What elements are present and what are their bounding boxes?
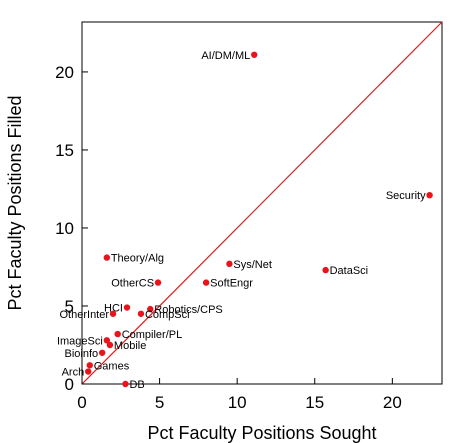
data-point-label: Security: [386, 190, 426, 202]
plot-area-frame: [81, 21, 443, 385]
x-tick-label: 0: [77, 393, 86, 412]
y-tick-label: 10: [55, 219, 74, 238]
data-point: [86, 362, 93, 369]
data-point: [103, 254, 111, 261]
y-axis-label: Pct Faculty Positions Filled: [5, 95, 25, 310]
data-point: [122, 380, 129, 388]
x-tick-label: 20: [383, 393, 402, 412]
y-tick-label: 15: [55, 141, 74, 160]
data-points: AI/DM/ML Security Theory/Alg Sys/Net DataSci…: [57, 50, 433, 391]
data-point-label: AI/DM/ML: [201, 50, 250, 62]
data-point-label: Arch: [62, 367, 85, 379]
data-point-label: Compiler/PL: [122, 329, 183, 341]
y-axis-ticks: 0 5 10 15 20: [55, 63, 88, 394]
data-point: [426, 191, 433, 199]
data-point-label: HCI: [104, 303, 123, 315]
data-point-label: CompSci: [145, 309, 190, 321]
data-point-label: OtherInter: [60, 309, 110, 321]
data-point: [154, 279, 162, 286]
data-point-label: OtherCS: [111, 278, 154, 290]
data-point: [109, 310, 117, 317]
data-point-label: Mobile: [114, 340, 146, 352]
data-point-label: ImageSci: [57, 335, 103, 347]
data-point-label: SoftEngr: [210, 278, 253, 290]
data-point: [114, 330, 121, 338]
data-point-label: DataSci: [330, 265, 369, 277]
data-point-label: Sys/Net: [233, 259, 272, 271]
data-point: [322, 266, 329, 274]
y-tick-label: 5: [65, 297, 74, 316]
x-tick-label: 10: [228, 393, 247, 412]
data-point: [226, 260, 233, 268]
data-point-label: Robotics/CPS: [154, 304, 222, 316]
data-point-label: Theory/Alg: [111, 253, 164, 265]
reference-line: [81, 21, 443, 385]
x-axis-ticks: 0 5 10 15 20: [77, 378, 402, 412]
data-point-label: Games: [94, 360, 130, 372]
data-point: [123, 304, 131, 311]
y-tick-label: 20: [55, 63, 74, 82]
x-tick-label: 5: [155, 393, 164, 412]
data-point-label: DB: [129, 379, 144, 391]
x-tick-label: 15: [305, 393, 324, 412]
data-point: [98, 349, 106, 356]
data-point: [137, 310, 145, 317]
data-point: [85, 368, 92, 375]
data-point-label: Bioinfo: [65, 348, 99, 360]
data-point: [251, 51, 258, 58]
y-tick-label: 0: [65, 375, 74, 394]
x-axis-label: Pct Faculty Positions Sought: [147, 423, 376, 443]
data-point: [106, 341, 114, 349]
data-point: [147, 305, 154, 313]
data-point: [202, 279, 210, 286]
data-point: [103, 337, 111, 344]
